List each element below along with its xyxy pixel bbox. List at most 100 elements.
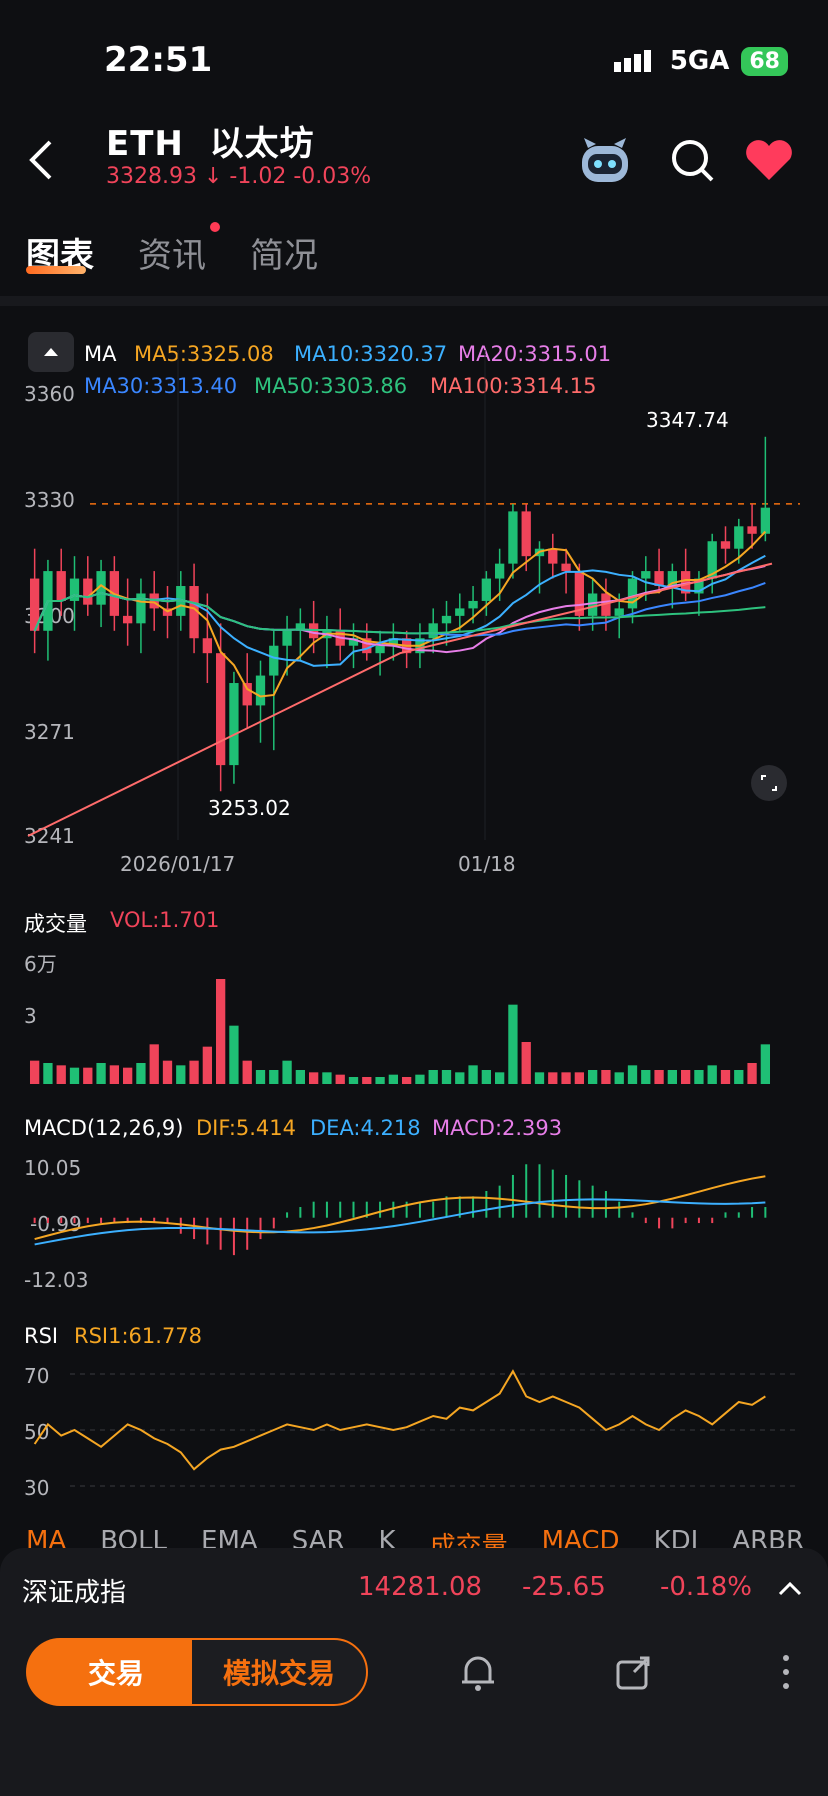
- candle: [282, 630, 292, 646]
- ma10-value: MA10:3320.37: [294, 342, 448, 366]
- volume-bar: [176, 1065, 186, 1084]
- volume-bar: [96, 1063, 106, 1084]
- volume-bar: [255, 1070, 266, 1084]
- price-axis-label: 3241: [24, 824, 75, 848]
- candle: [734, 526, 744, 549]
- volume-bar: [720, 1070, 731, 1084]
- search-icon[interactable]: [670, 138, 714, 184]
- candle: [136, 593, 146, 624]
- index-ticker-change: -25.65: [522, 1572, 606, 1602]
- volume-value: VOL:1.701: [110, 908, 220, 932]
- candle: [680, 571, 691, 594]
- volume-bar: [561, 1072, 571, 1084]
- tab-news[interactable]: 资讯: [138, 236, 206, 276]
- tab-overview[interactable]: 简况: [250, 236, 318, 276]
- volume-bar: [29, 1060, 40, 1084]
- asset-name: 以太坊: [209, 124, 315, 164]
- candle: [69, 578, 80, 601]
- candle: [388, 638, 399, 646]
- volume-bar: [295, 1070, 306, 1084]
- volume-bar: [348, 1077, 359, 1084]
- candle: [614, 608, 624, 616]
- tab-active-indicator: [26, 266, 86, 274]
- candle: [481, 578, 492, 601]
- ma50-value: MA50:3303.86: [254, 374, 408, 398]
- simulated-trade-button[interactable]: 模拟交易: [190, 1638, 368, 1706]
- candle: [694, 578, 704, 594]
- volume-bar: [468, 1065, 478, 1084]
- candle: [122, 615, 133, 624]
- volume-bar: [109, 1065, 120, 1084]
- volume-bar: [56, 1065, 66, 1084]
- ma50-line: [33, 591, 766, 635]
- alert-bell-icon[interactable]: [458, 1650, 498, 1694]
- candle: [468, 600, 478, 609]
- volume-bar: [122, 1067, 133, 1084]
- volume-bar: [401, 1077, 412, 1084]
- asset-price: 3328.93: [106, 164, 197, 189]
- candle: [189, 586, 199, 639]
- macd-axis-label: -0.99: [30, 1212, 82, 1236]
- volume-bar: [308, 1072, 319, 1084]
- candle: [760, 507, 771, 534]
- rsi-axis-label: 30: [24, 1476, 50, 1500]
- volume-chart: [29, 979, 771, 1084]
- ma-collapse-button[interactable]: [28, 332, 74, 372]
- volume-bar: [322, 1072, 332, 1084]
- ma30-value: MA30:3313.40: [84, 374, 238, 398]
- volume-bar: [229, 1025, 239, 1084]
- asset-symbol: ETH: [106, 124, 184, 164]
- candle: [574, 571, 585, 616]
- low-annotation: 3253.02: [208, 796, 291, 820]
- volume-bar: [574, 1072, 585, 1084]
- rsi-value: RSI1:61.778: [74, 1324, 203, 1348]
- volume-bar: [534, 1072, 545, 1084]
- candle: [83, 578, 93, 605]
- volume-bar: [667, 1070, 678, 1084]
- trade-button[interactable]: 交易: [26, 1638, 206, 1706]
- candle: [362, 638, 372, 654]
- macd-dea: DEA:4.218: [310, 1116, 421, 1140]
- news-notification-dot: [210, 222, 220, 232]
- volume-bar: [415, 1074, 425, 1084]
- network-label: 5GA: [669, 46, 730, 76]
- volume-bar: [614, 1072, 624, 1084]
- rsi-chart: [33, 1369, 800, 1487]
- volume-bar: [202, 1046, 213, 1084]
- high-annotation: 3347.74: [646, 408, 729, 432]
- macd-chart: [33, 1164, 767, 1256]
- rsi1-line: [33, 1369, 766, 1471]
- volume-bar: [455, 1072, 465, 1084]
- volume-bar: [508, 1004, 518, 1084]
- volume-bar: [69, 1067, 80, 1084]
- candle: [269, 645, 279, 676]
- favorite-heart-icon[interactable]: [744, 138, 794, 182]
- status-time: 22:51: [104, 40, 213, 80]
- robot-assistant-icon[interactable]: [578, 136, 632, 186]
- candle: [641, 571, 651, 579]
- down-arrow-icon: ↓: [203, 164, 223, 189]
- volume-bar: [548, 1072, 558, 1084]
- fullscreen-icon[interactable]: [750, 764, 788, 802]
- more-icon[interactable]: [778, 1652, 794, 1692]
- macd-dea-line: [34, 1198, 766, 1246]
- volume-axis-mid: 3: [24, 1004, 37, 1028]
- candlestick-chart[interactable]: [0, 330, 828, 850]
- ma5-value: MA5:3325.08: [134, 342, 274, 366]
- back-icon[interactable]: [26, 138, 56, 182]
- volume-bar: [43, 1063, 53, 1084]
- candle: [441, 615, 452, 624]
- volume-bar: [388, 1074, 399, 1084]
- asset-title: ETH 以太坊: [106, 116, 315, 165]
- index-ticker-name[interactable]: 深证成指: [22, 1578, 127, 1608]
- share-icon[interactable]: [614, 1652, 654, 1692]
- volume-bar: [734, 1070, 744, 1084]
- candle: [202, 638, 213, 654]
- candle: [375, 645, 385, 654]
- signal-icon: [613, 50, 651, 72]
- candle: [521, 511, 531, 557]
- macd-axis-label: -12.03: [24, 1268, 89, 1292]
- volume-bar: [587, 1070, 598, 1084]
- volume-title: 成交量: [24, 912, 87, 936]
- chevron-up-icon[interactable]: [776, 1578, 804, 1598]
